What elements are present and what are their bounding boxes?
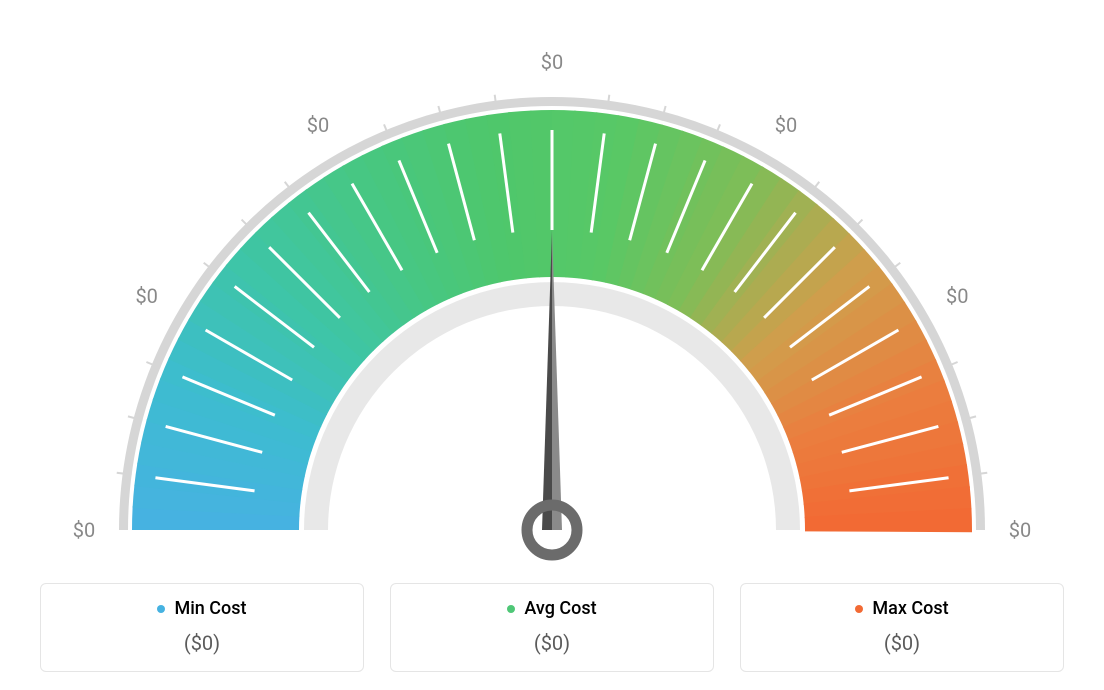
legend-card-avg: Avg Cost ($0) <box>390 583 714 673</box>
legend-card-max: Max Cost ($0) <box>740 583 1064 673</box>
gauge-tick-label: $0 <box>135 284 157 308</box>
legend-value-min: ($0) <box>51 631 353 655</box>
legend-dot-max <box>855 605 863 613</box>
legend-dot-min <box>157 605 165 613</box>
gauge-chart: $0 $0 $0 $0 $0 $0 $0 <box>0 0 1104 565</box>
legend-label-avg: Avg Cost <box>507 598 596 619</box>
gauge-tick-label: $0 <box>1009 518 1031 542</box>
gauge-svg <box>0 0 1104 565</box>
legend-label-text: Avg Cost <box>524 598 596 619</box>
gauge-tick-label: $0 <box>541 50 563 74</box>
legend-value-avg: ($0) <box>401 631 703 655</box>
gauge-tick-label: $0 <box>946 284 968 308</box>
legend-label-max: Max Cost <box>855 598 948 619</box>
legend-label-min: Min Cost <box>157 598 246 619</box>
legend-card-min: Min Cost ($0) <box>40 583 364 673</box>
gauge-tick-label: $0 <box>775 113 797 137</box>
gauge-tick-label: $0 <box>73 518 95 542</box>
legend-label-text: Max Cost <box>872 598 948 619</box>
gauge-tick-label: $0 <box>307 113 329 137</box>
legend-value-max: ($0) <box>751 631 1053 655</box>
legend-dot-avg <box>507 605 515 613</box>
legend-label-text: Min Cost <box>174 598 246 619</box>
legend-row: Min Cost ($0) Avg Cost ($0) Max Cost ($0… <box>40 583 1064 673</box>
